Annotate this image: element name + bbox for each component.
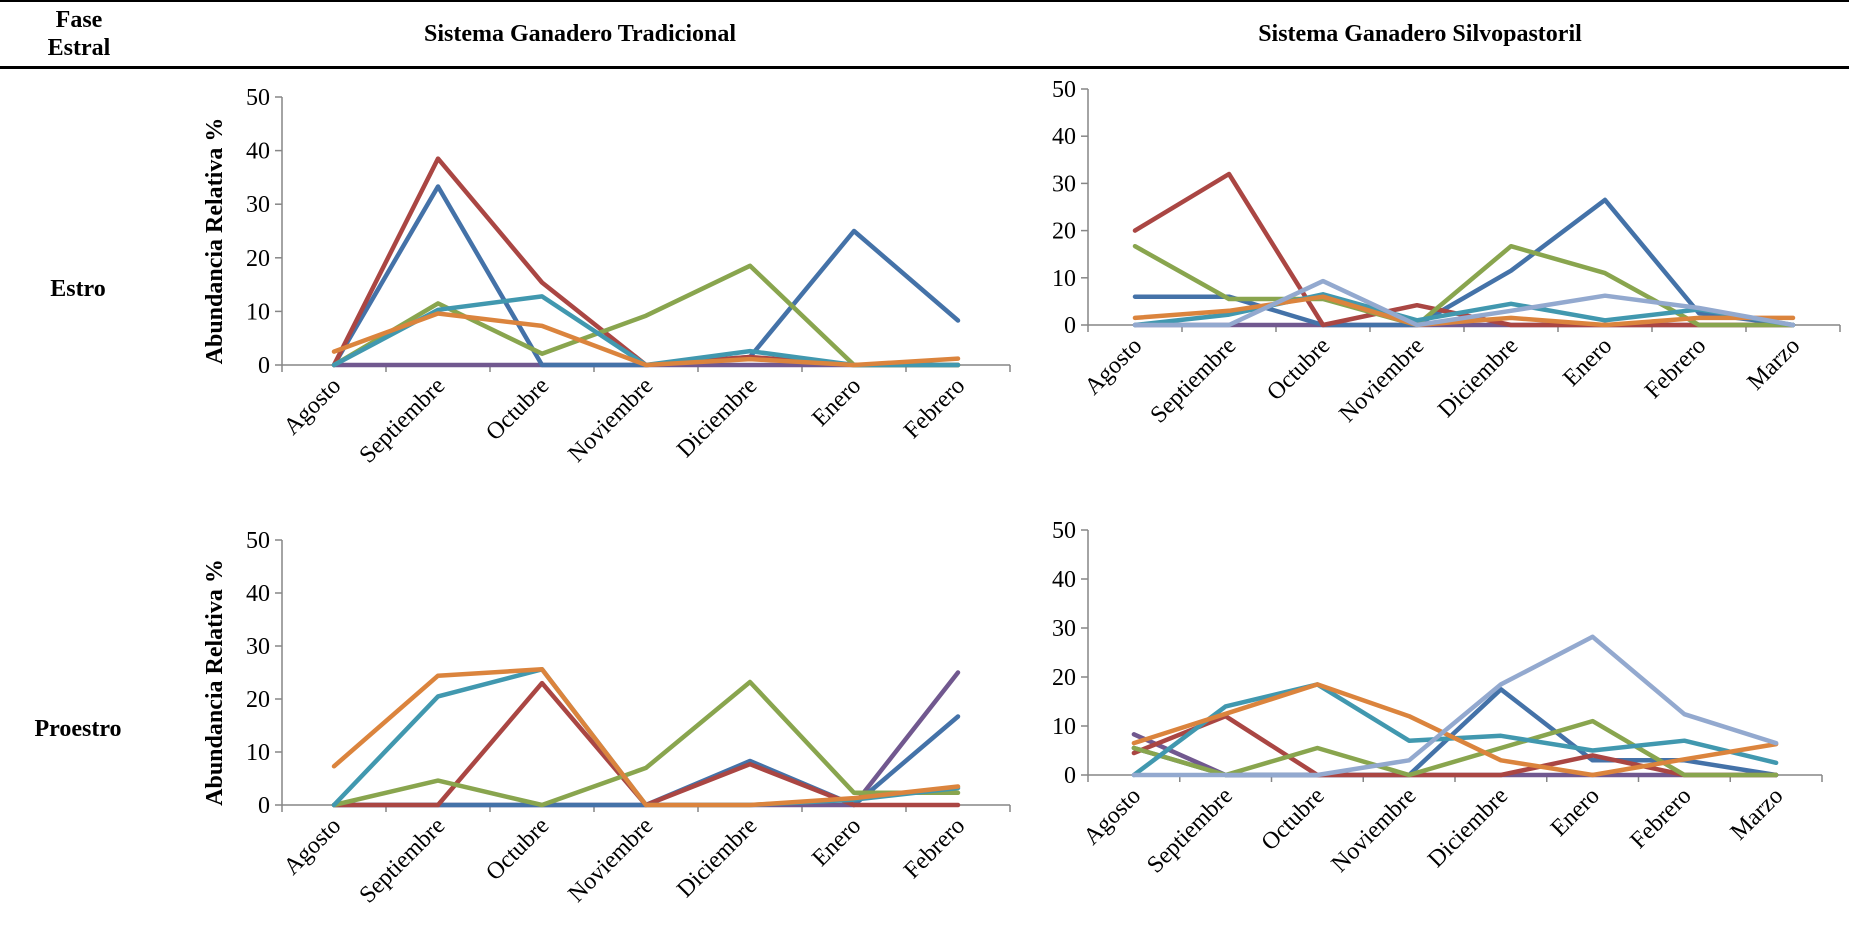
y-tick-label: 10: [246, 299, 270, 325]
y-tick-label: 40: [1052, 567, 1076, 593]
x-tick-label: Enero: [1546, 783, 1605, 842]
series-line-lightblue: [1132, 278, 1796, 328]
series-line-orange: [331, 311, 961, 368]
y-tick-label: 0: [1064, 313, 1076, 339]
header-rule: [0, 66, 1849, 69]
y-tick-label: 0: [258, 353, 270, 379]
header-phase: Fase Estral: [47, 7, 111, 61]
y-tick-label: 50: [246, 85, 270, 111]
y-tick-label: 30: [1052, 616, 1076, 642]
header-traditional: Sistema Ganadero Tradicional: [423, 21, 737, 47]
x-tick-label: Septiembre: [1142, 783, 1238, 879]
y-tick-label: 40: [246, 139, 270, 165]
series-line-orange: [331, 667, 961, 808]
y-tick-label: 20: [246, 246, 270, 272]
y-tick-label: 40: [1052, 124, 1076, 150]
y-axis-title: Abundancia Relativa %: [202, 118, 228, 365]
y-tick-label: 50: [1052, 518, 1076, 544]
y-tick-label: 30: [246, 192, 270, 218]
y-tick-label: 10: [1052, 714, 1076, 740]
y-tick-label: 10: [1052, 266, 1076, 292]
y-tick-label: 50: [246, 528, 270, 554]
y-tick-label: 40: [246, 581, 270, 607]
series-line-orange: [1131, 682, 1779, 778]
x-tick-label: Febrero: [1625, 783, 1696, 854]
header-silvopastoril: Sistema Ganadero Silvopastoril: [1258, 21, 1582, 47]
x-tick-label: Diciembre: [1423, 783, 1513, 873]
x-tick-label: Marzo: [1726, 783, 1789, 846]
x-tick-label: Noviembre: [1327, 783, 1422, 878]
y-tick-label: 20: [1052, 219, 1076, 245]
row-label-proestro: Proestro: [34, 716, 122, 742]
series-line-blue: [1132, 197, 1796, 328]
y-tick-label: 50: [1052, 77, 1076, 103]
series-line-red: [1131, 713, 1779, 778]
y-tick-label: 20: [246, 687, 270, 713]
series-line-teal: [1132, 292, 1796, 328]
y-tick-label: 10: [246, 740, 270, 766]
series-line-orange: [1132, 294, 1796, 328]
top-rule: [0, 0, 1849, 2]
y-tick-label: 30: [1052, 171, 1076, 197]
series-line-green: [1131, 718, 1779, 778]
series-line-red: [1132, 171, 1796, 328]
y-tick-label: 30: [246, 634, 270, 660]
x-tick-label: Agosto: [1079, 783, 1146, 850]
series-line-green: [1132, 243, 1796, 328]
x-tick-label: Octubre: [1257, 783, 1330, 856]
series-line-lightblue: [1131, 634, 1779, 778]
y-axis-title: Abundancia Relativa %: [202, 559, 228, 806]
y-tick-label: 0: [1064, 763, 1076, 789]
y-tick-label: 0: [258, 793, 270, 819]
series-line-green: [331, 679, 961, 808]
y-tick-label: 20: [1052, 665, 1076, 691]
row-label-estro: Estro: [50, 276, 106, 302]
